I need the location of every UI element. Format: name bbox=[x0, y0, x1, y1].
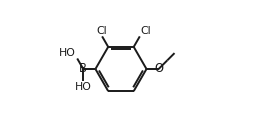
Text: HO: HO bbox=[75, 82, 92, 92]
Text: O: O bbox=[154, 63, 163, 75]
Text: HO: HO bbox=[59, 48, 76, 58]
Text: Cl: Cl bbox=[140, 26, 151, 36]
Text: B: B bbox=[79, 63, 87, 75]
Text: Cl: Cl bbox=[97, 26, 107, 36]
